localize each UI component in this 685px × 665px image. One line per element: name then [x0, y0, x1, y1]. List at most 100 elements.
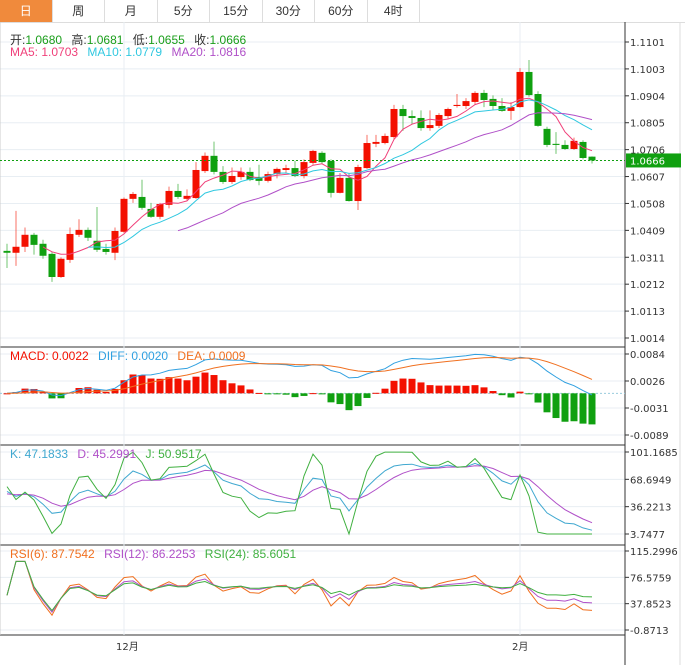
- diff-line: [6, 353, 593, 397]
- macd-bar: [525, 393, 533, 395]
- kdj-legend: K: 47.1833 D: 45.2991 J: 50.9517: [10, 447, 208, 461]
- macd-bar: [480, 387, 488, 394]
- candle-body: [570, 140, 578, 150]
- macd-bar: [336, 393, 344, 405]
- candle-body: [21, 234, 29, 247]
- macd-bar: [111, 388, 119, 394]
- macd-bar: [498, 393, 506, 396]
- price-axis-tick-label: 1.1101: [630, 38, 665, 49]
- macd-bar: [435, 385, 443, 394]
- candle-body: [84, 229, 92, 238]
- macd-bar: [282, 393, 290, 395]
- tab-30min[interactable]: 30分: [263, 0, 315, 22]
- macd-bar: [426, 385, 434, 394]
- macd-bar: [534, 393, 542, 403]
- candle-body: [372, 141, 380, 144]
- candle-body: [102, 248, 110, 252]
- tab-week[interactable]: 周: [53, 0, 105, 22]
- kdj-axis-tick-label: 36.2213: [630, 503, 671, 514]
- candle-body: [255, 177, 263, 181]
- ma10-value: MA10: 1.0779: [87, 45, 163, 59]
- macd-bar: [516, 391, 524, 394]
- price-axis-tick-label: 1.0904: [630, 92, 665, 103]
- tab-5min[interactable]: 5分: [158, 0, 210, 22]
- price-axis-tick-label: 1.0508: [630, 199, 665, 210]
- kdj-axis-tick-label: 101.1685: [630, 448, 678, 459]
- high-value: 1.0681: [86, 33, 124, 47]
- macd-bar: [354, 393, 362, 407]
- candle-body: [39, 243, 47, 256]
- candle-body: [183, 195, 191, 199]
- candle-body: [273, 168, 281, 175]
- price-axis-tick-label: 1.0113: [630, 307, 665, 318]
- price-axis-tick-label: 1.0409: [630, 226, 665, 237]
- candle-body: [516, 71, 524, 108]
- macd-bar: [300, 393, 308, 396]
- macd-bar: [228, 383, 236, 394]
- price-axis-tick-label: 1.0706: [630, 146, 665, 157]
- macd-bar: [309, 393, 317, 395]
- macd-bar: [570, 393, 578, 422]
- rsi24-value: RSI(24): 85.6051: [204, 547, 297, 561]
- candle-body: [534, 94, 542, 126]
- tab-month[interactable]: 月: [105, 0, 158, 22]
- tab-60min[interactable]: 60分: [315, 0, 368, 22]
- macd-bar: [345, 393, 353, 411]
- ma5-line: [42, 97, 593, 255]
- macd-bar: [147, 378, 155, 394]
- candle-body: [138, 196, 146, 208]
- low-value: 1.0655: [148, 33, 185, 47]
- macd-bar: [291, 393, 299, 398]
- ma20-line: [177, 112, 593, 232]
- k-value: K: 47.1833: [10, 447, 69, 461]
- tab-15min[interactable]: 15分: [210, 0, 263, 22]
- macd-bar: [372, 392, 380, 394]
- macd-bar: [444, 385, 452, 394]
- candle-body: [498, 105, 506, 111]
- candle-body: [57, 258, 65, 278]
- candle-body: [219, 171, 227, 182]
- d-value: D: 45.2991: [77, 447, 137, 461]
- j-value: J: 50.9517: [145, 447, 202, 461]
- low-label: 低:: [132, 33, 149, 47]
- rsi-legend: RSI(6): 87.7542 RSI(12): 86.2253 RSI(24)…: [10, 547, 302, 561]
- open-value: 1.0680: [25, 33, 63, 47]
- kdj-axis-tick-label: 3.7477: [630, 530, 665, 541]
- candle-body: [426, 125, 434, 129]
- ma5-value: MA5: 1.0703: [10, 45, 79, 59]
- macd-bar: [264, 393, 272, 395]
- candle-body: [489, 98, 497, 106]
- close-label: 收:: [194, 33, 210, 47]
- candle-body: [579, 141, 587, 159]
- candle-body: [552, 143, 560, 145]
- candle-body: [201, 155, 209, 172]
- rsi-axis-tick-label: 37.8523: [630, 600, 671, 611]
- rsi12-value: RSI(12): 86.2253: [104, 547, 196, 561]
- macd-bar: [165, 377, 173, 394]
- price-axis-tick-label: 1.0014: [630, 334, 665, 345]
- rsi6-line: [6, 560, 593, 617]
- macd-bar: [30, 388, 38, 394]
- macd-bar: [453, 385, 461, 394]
- ohlc-legend: 开:1.0680 高:1.0681 低:1.0655 收:1.0666: [10, 31, 252, 48]
- candle-body: [561, 144, 569, 150]
- macd-bar: [552, 393, 560, 419]
- macd-bar: [489, 391, 497, 394]
- candle-body: [264, 174, 272, 181]
- candle-body: [300, 162, 308, 176]
- candle-body: [525, 71, 533, 96]
- dea-line: [6, 356, 593, 394]
- candle-body: [543, 128, 551, 145]
- candle-body: [354, 166, 362, 202]
- candle-body: [336, 177, 344, 193]
- macd-bar: [129, 374, 137, 394]
- rsi-axis-tick-label: 115.2996: [630, 547, 678, 558]
- macd-bar: [417, 382, 425, 394]
- tab-day[interactable]: 日: [0, 0, 53, 22]
- macd-bar: [462, 385, 470, 394]
- tab-4hour[interactable]: 4时: [368, 0, 420, 22]
- candle-body: [282, 168, 290, 170]
- candle-body: [444, 108, 452, 117]
